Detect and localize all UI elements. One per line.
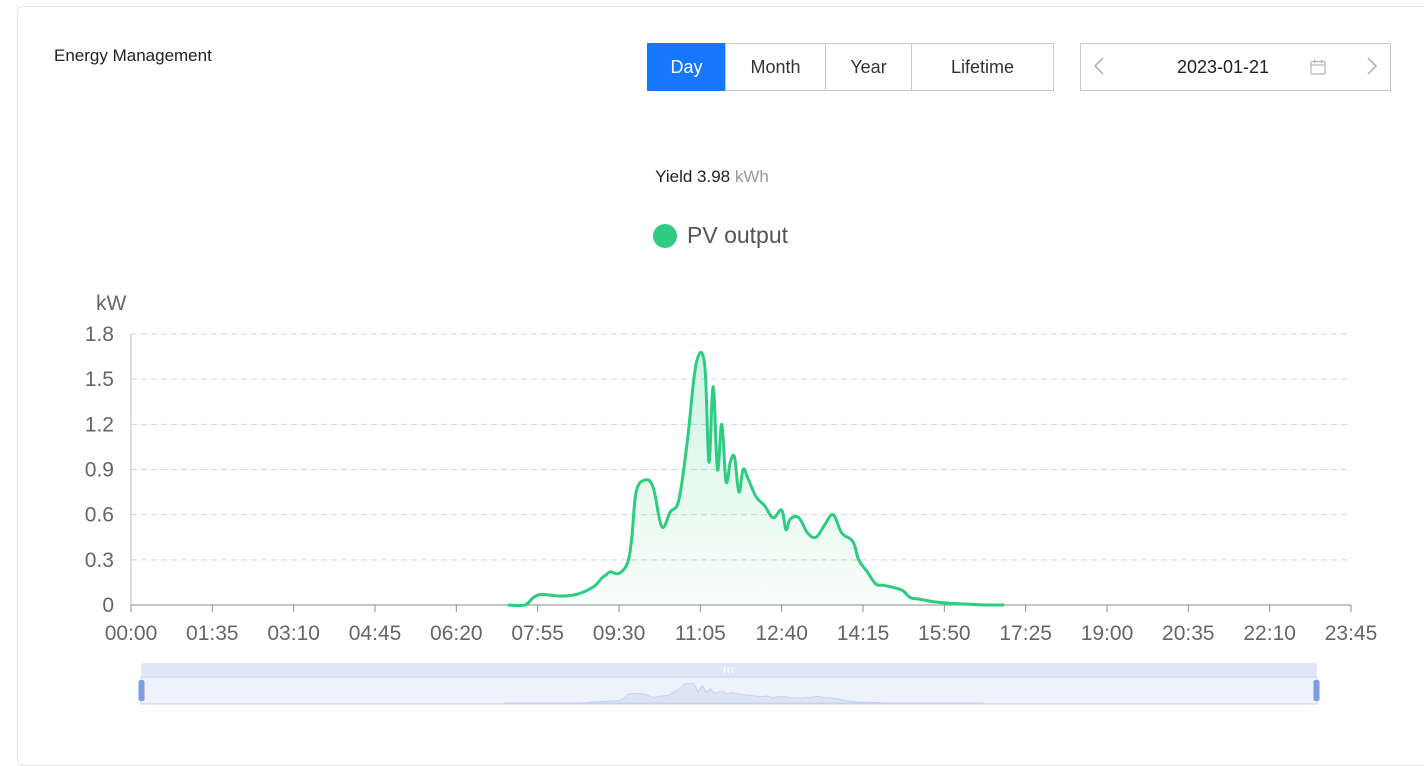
y-tick-label: 1.8 (85, 323, 114, 346)
tab-day[interactable]: Day (647, 43, 726, 91)
x-tick-label: 06:20 (430, 622, 483, 645)
pv-output-line (507, 350, 1005, 608)
x-tick-label: 14:15 (837, 622, 890, 645)
yield-value: 3.98 (697, 167, 731, 186)
tab-month[interactable]: Month (725, 43, 826, 91)
chevron-right-icon[interactable] (1362, 56, 1382, 78)
pv-output-area (507, 352, 1005, 606)
y-tick-label: 0.9 (85, 459, 114, 482)
x-tick-label: 22:10 (1243, 622, 1296, 645)
x-axis-ticks: 00:00 01:35 03:10 04:45 06:20 07:55 09:30 11:05… (105, 605, 1378, 645)
chart-legend[interactable]: PV output (653, 222, 788, 249)
x-tick-label: 00:00 (105, 622, 158, 645)
period-tabs: Day Month Year Lifetime (647, 43, 1054, 91)
x-tick-label: 19:00 (1081, 622, 1134, 645)
x-tick-label: 20:35 (1162, 622, 1215, 645)
zoom-handle-left[interactable] (138, 680, 145, 701)
page-title: Energy Management (54, 46, 212, 65)
yield-label: Yield (655, 167, 693, 186)
x-tick-label: 03:10 (267, 622, 320, 645)
x-tick-label: 07:55 (511, 622, 564, 645)
date-value[interactable]: 2023-01-21 (1176, 57, 1270, 77)
yield-summary: Yield 3.98 kWh (0, 167, 1424, 187)
x-tick-label: 15:50 (918, 622, 971, 645)
y-tick-label: 0.3 (85, 549, 114, 572)
energy-card (17, 6, 1424, 766)
y-tick-label: 0.6 (85, 504, 114, 527)
legend-label: PV output (687, 222, 789, 248)
zoom-slider[interactable] (138, 663, 1320, 705)
x-tick-label: 01:35 (186, 622, 239, 645)
y-axis-label: kW (96, 292, 127, 315)
y-axis-ticks: 0 0.3 0.6 0.9 1.2 1.5 1.8 (85, 323, 114, 617)
y-tick-label: 1.5 (85, 368, 114, 391)
x-tick-label: 17:25 (999, 622, 1052, 645)
yield-unit: kWh (734, 167, 769, 186)
x-tick-label: 09:30 (593, 622, 646, 645)
pv-output-chart: kW 0 0.3 0.6 0.9 1.2 1.5 1.8 00:00 01:35 03:10 04… (85, 292, 1378, 705)
y-tick-label: 0 (102, 594, 114, 617)
tab-year[interactable]: Year (825, 43, 912, 91)
tab-lifetime[interactable]: Lifetime (911, 43, 1054, 91)
x-tick-label: 11:05 (675, 622, 726, 645)
x-tick-label: 23:45 (1325, 622, 1378, 645)
chevron-left-icon[interactable] (1089, 56, 1109, 78)
drag-grip-icon (723, 667, 734, 673)
zoom-slider-preview (503, 683, 984, 705)
date-picker[interactable]: 2023-01-21 (1080, 43, 1391, 91)
zoom-handle-right[interactable] (1313, 680, 1320, 701)
x-tick-label: 04:45 (349, 622, 402, 645)
legend-dot-icon (653, 223, 677, 248)
y-tick-label: 1.2 (85, 413, 114, 436)
x-tick-label: 12:40 (755, 622, 808, 645)
calendar-icon[interactable] (1310, 59, 1326, 75)
